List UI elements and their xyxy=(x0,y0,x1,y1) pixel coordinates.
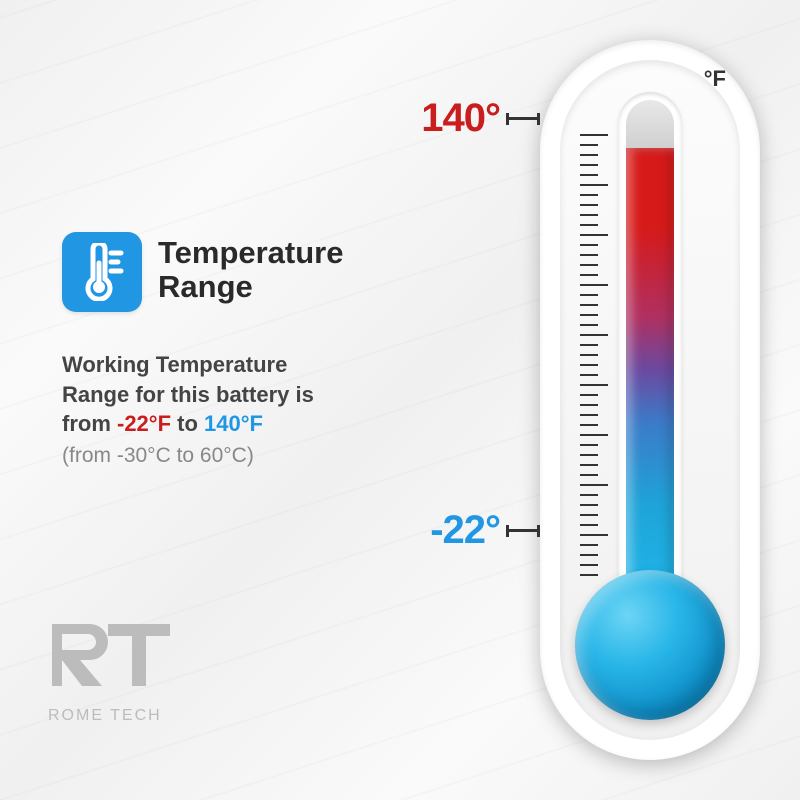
title-line-2: Range xyxy=(158,269,253,304)
desc-high-temp: 140°F xyxy=(204,411,263,436)
scale-tick xyxy=(580,484,608,486)
scale-tick xyxy=(580,504,598,506)
scale-tick xyxy=(580,554,598,556)
scale-tick xyxy=(580,284,608,286)
scale-tick xyxy=(580,254,598,256)
thermometer-icon xyxy=(77,243,127,301)
scale-tick xyxy=(580,174,598,176)
title-line-1: Temperature xyxy=(158,235,344,270)
scale-tick xyxy=(580,394,598,396)
desc-mid: to xyxy=(171,411,204,436)
scale-tick xyxy=(580,454,598,456)
scale-tick xyxy=(580,214,598,216)
scale-tick xyxy=(580,354,598,356)
logo-text: ROME TECH xyxy=(48,707,178,725)
scale-tick xyxy=(580,234,608,236)
brand-logo: ROME TECH xyxy=(48,620,178,725)
thermometer-bulb xyxy=(575,570,725,720)
scale-tick xyxy=(580,464,598,466)
callout-line-icon xyxy=(506,117,540,120)
scale-tick xyxy=(580,324,598,326)
scale-tick xyxy=(580,474,598,476)
low-temp-label: -22° xyxy=(430,508,500,553)
unit-label: °F xyxy=(704,66,726,92)
scale-tick xyxy=(580,344,598,346)
scale-tick xyxy=(580,144,598,146)
scale-tick xyxy=(580,164,598,166)
scale-tick xyxy=(580,244,598,246)
desc-line-1: Working Temperature xyxy=(62,352,287,377)
section-title: Temperature Range xyxy=(158,236,344,304)
scale-tick xyxy=(580,334,608,336)
low-temp-callout: -22° xyxy=(430,508,540,553)
desc-line-3-prefix: from xyxy=(62,411,117,436)
thermometer-tube xyxy=(618,92,682,592)
scale-tick xyxy=(580,134,608,136)
scale-tick xyxy=(580,364,598,366)
thermometer-mercury xyxy=(626,148,674,592)
scale-tick xyxy=(580,204,598,206)
thermometer-tube-cap xyxy=(626,100,674,148)
thermometer: °F xyxy=(540,40,760,760)
scale-tick xyxy=(580,444,598,446)
scale-tick xyxy=(580,314,598,316)
scale-tick xyxy=(580,564,598,566)
scale-tick xyxy=(580,294,598,296)
scale-tick xyxy=(580,514,598,516)
temperature-icon-badge xyxy=(62,232,142,312)
scale-tick xyxy=(580,274,598,276)
scale-tick xyxy=(580,384,608,386)
description: Working Temperature Range for this batte… xyxy=(62,350,422,439)
logo-mark-icon xyxy=(48,620,178,700)
scale-tick xyxy=(580,404,598,406)
scale-tick xyxy=(580,304,598,306)
desc-low-temp: -22°F xyxy=(117,411,171,436)
description-celsius: (from -30°C to 60°C) xyxy=(62,444,254,468)
scale-tick xyxy=(580,424,598,426)
scale-tick xyxy=(580,264,598,266)
high-temp-label: 140° xyxy=(421,96,500,141)
desc-line-2: Range for this battery is xyxy=(62,382,314,407)
scale-tick xyxy=(580,574,598,576)
scale-tick xyxy=(580,184,608,186)
scale-tick xyxy=(580,224,598,226)
high-temp-callout: 140° xyxy=(421,96,540,141)
scale-tick xyxy=(580,544,598,546)
scale-tick xyxy=(580,524,598,526)
callout-line-icon xyxy=(506,529,540,532)
scale-tick xyxy=(580,534,608,536)
scale-tick xyxy=(580,434,608,436)
scale-tick xyxy=(580,154,598,156)
scale-tick xyxy=(580,374,598,376)
thermometer-scale xyxy=(580,134,610,574)
scale-tick xyxy=(580,194,598,196)
scale-tick xyxy=(580,494,598,496)
scale-tick xyxy=(580,414,598,416)
